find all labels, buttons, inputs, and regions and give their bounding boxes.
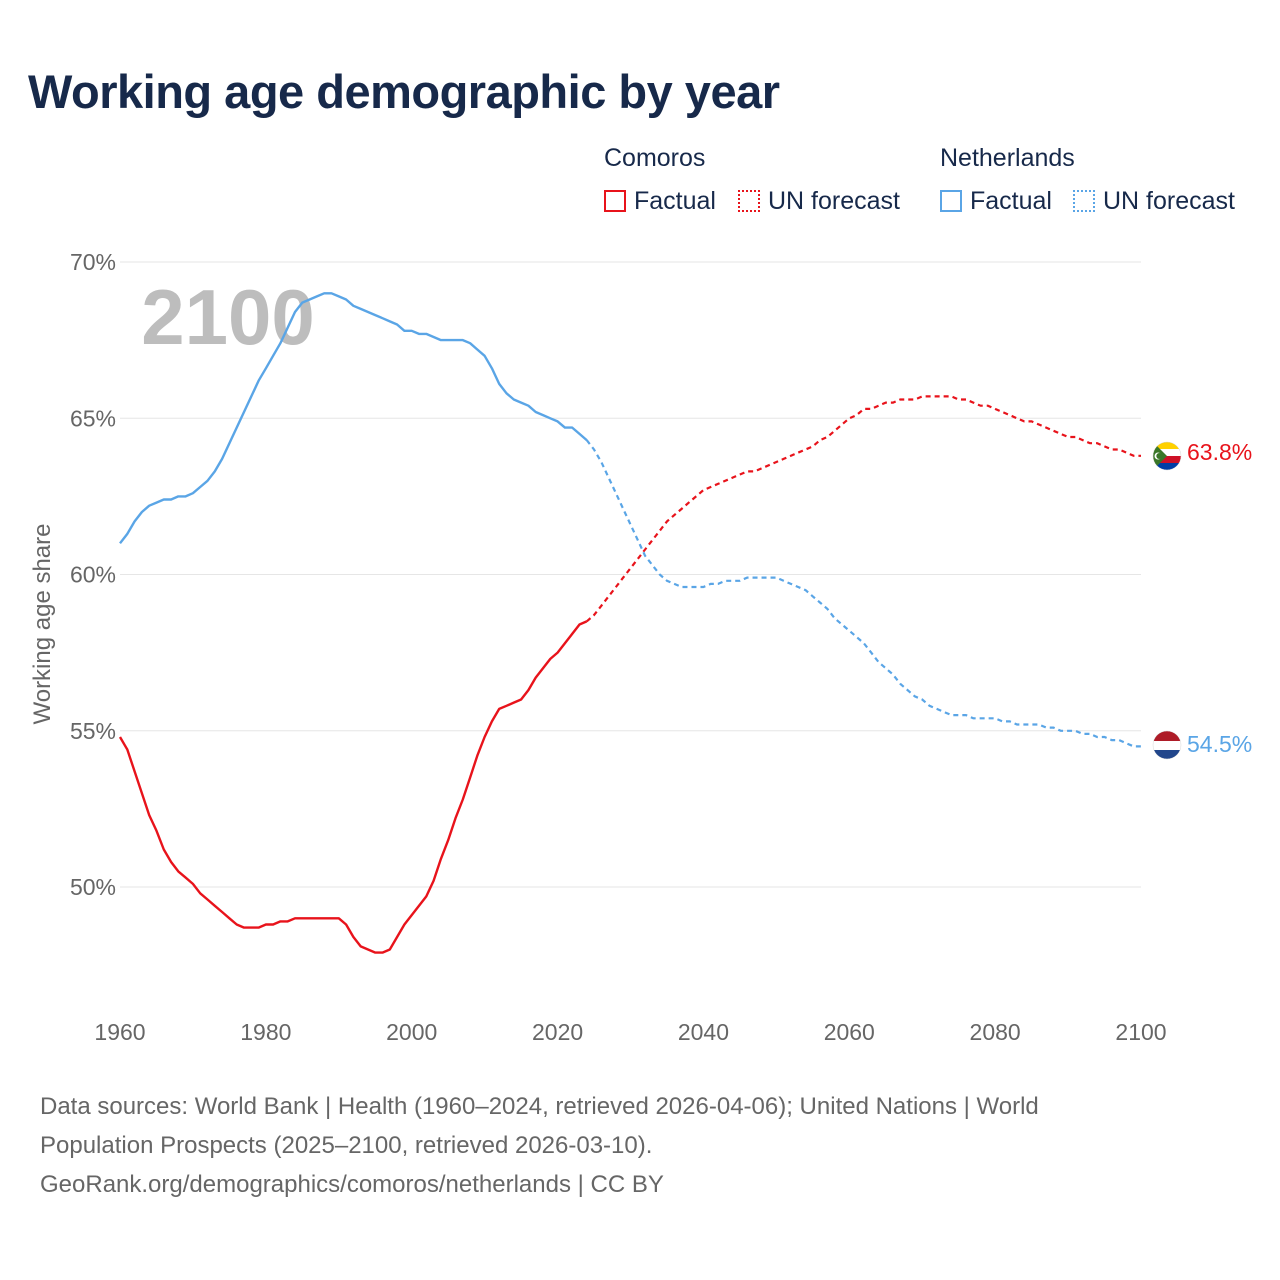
- footer-line: Data sources: World Bank | Health (1960–…: [40, 1093, 1039, 1120]
- legend-group-comoros: Comoros: [604, 144, 706, 172]
- legend-label: Factual: [970, 186, 1052, 215]
- footer-line[interactable]: GeoRank.org/demographics/comoros/netherl…: [40, 1171, 664, 1198]
- legend-label: UN forecast: [1103, 186, 1235, 215]
- comoros-end-label: 63.8%: [1187, 439, 1252, 465]
- y-tick-label: 55%: [70, 718, 116, 744]
- comoros-forecast-line: [585, 395, 1141, 623]
- chart-title: Working age demographic by year: [28, 65, 780, 118]
- x-tick-label: 1960: [94, 1019, 145, 1045]
- y-tick-label: 70%: [70, 249, 116, 275]
- y-axis: 50% 55% 60% 65% 70%: [70, 249, 116, 900]
- x-axis: 1960 1980 2000 2020 2040 2060 2080 2100: [94, 1019, 1166, 1045]
- netherlands-factual-line: [119, 292, 588, 545]
- legend-netherlands-factual[interactable]: Factual: [940, 186, 1052, 216]
- series-lines: [118, 292, 1141, 954]
- legend-swatch-dotted-icon: [1073, 190, 1095, 212]
- netherlands-end-label: 54.5%: [1187, 731, 1252, 757]
- legend-swatch-dotted-icon: [738, 190, 760, 212]
- legend-label: UN forecast: [768, 186, 900, 215]
- line-chart: 50% 55% 60% 65% 70% 1960 1980 2000 2020 2040 2060…: [29, 249, 1252, 1045]
- x-tick-label: 2040: [678, 1019, 729, 1045]
- legend-swatch-solid-icon: [940, 190, 962, 212]
- comoros-factual-line: [118, 620, 588, 954]
- y-tick-label: 60%: [70, 562, 116, 588]
- grid-lines: [120, 261, 1141, 888]
- x-tick-label: 2020: [532, 1019, 583, 1045]
- legend-netherlands-forecast[interactable]: UN forecast: [1073, 186, 1235, 216]
- x-tick-label: 1980: [240, 1019, 291, 1045]
- x-tick-label: 2080: [970, 1019, 1021, 1045]
- year-watermark: 2100: [141, 273, 315, 361]
- footer-line: Population Prospects (2025–2100, retriev…: [40, 1132, 653, 1159]
- x-tick-label: 2000: [386, 1019, 437, 1045]
- legend-comoros-factual[interactable]: Factual: [604, 186, 716, 216]
- x-tick-label: 2100: [1115, 1019, 1166, 1045]
- y-tick-label: 65%: [70, 405, 116, 431]
- legend-comoros-forecast[interactable]: UN forecast: [738, 186, 900, 216]
- y-tick-label: 50%: [70, 874, 116, 900]
- x-tick-label: 2060: [824, 1019, 875, 1045]
- y-axis-label: Working age share: [29, 524, 56, 725]
- comoros-flag-icon: [1153, 442, 1181, 470]
- netherlands-flag-icon: [1153, 731, 1181, 759]
- legend-swatch-solid-icon: [604, 190, 626, 212]
- netherlands-forecast-line: [585, 439, 1141, 748]
- footer-sources: Data sources: World Bank | Health (1960–…: [40, 1087, 1240, 1204]
- legend-group-netherlands: Netherlands: [940, 144, 1075, 172]
- legend-label: Factual: [634, 186, 716, 215]
